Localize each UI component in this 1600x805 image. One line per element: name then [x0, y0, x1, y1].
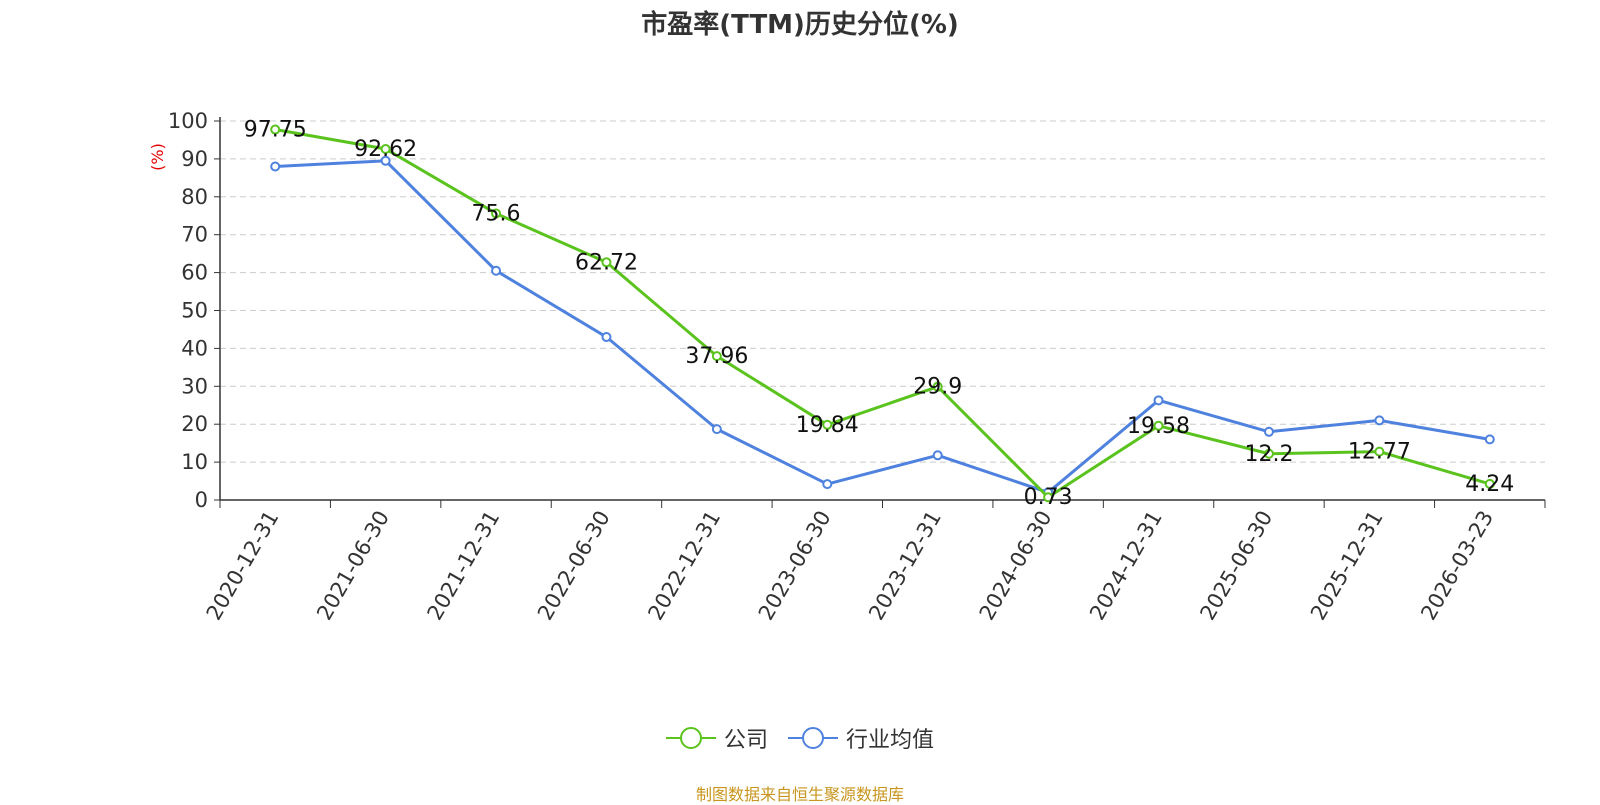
- y-tick-label: 10: [181, 450, 208, 474]
- x-tick-label: 2024-06-30: [975, 507, 1057, 625]
- data-labels: 97.75 92.62 75.6 62.72 37.96 19.84 29.9 0.73 19.…: [244, 118, 1515, 511]
- source-note: 制图数据来自恒生聚源数据库: [695, 785, 904, 804]
- y-tick-label: 30: [181, 374, 208, 398]
- axes: 0 10 20 30 40 50 60 70 80 90 100(%) 2020-12-31 2021-…: [148, 109, 1546, 625]
- data-point: [932, 381, 943, 392]
- legend-label-industry-average: 行业均值: [846, 728, 935, 753]
- data-point: [1153, 395, 1164, 406]
- y-axis-title: (%): [148, 143, 167, 171]
- y-tick-label: 50: [181, 299, 208, 323]
- legend: 公司 行业均值: [0, 722, 1600, 754]
- data-point: [270, 161, 281, 172]
- data-point: [1374, 415, 1385, 426]
- data-point: [1043, 492, 1054, 503]
- legend-item-industry-average[interactable]: 行业均值: [788, 722, 934, 754]
- data-label: 62.72: [575, 250, 638, 275]
- data-label: 29.9: [913, 375, 962, 400]
- data-point: [932, 450, 943, 461]
- data-point: [1484, 434, 1495, 445]
- data-point: [1153, 420, 1164, 431]
- series-lines: [270, 124, 1495, 503]
- data-point: [711, 424, 722, 435]
- data-point: [822, 419, 833, 430]
- data-label: 4.24: [1465, 472, 1514, 497]
- data-label: 37.96: [685, 344, 748, 369]
- data-label: 19.84: [796, 413, 859, 438]
- y-tick-label: 20: [181, 412, 208, 436]
- x-tick-label: 2025-12-31: [1306, 507, 1388, 625]
- data-point: [380, 143, 391, 154]
- x-tick-label: 2022-12-31: [643, 507, 725, 625]
- legend-marker-company: [665, 727, 716, 749]
- legend-marker-industry-average: [788, 727, 838, 749]
- x-tick-label: 2021-12-31: [423, 506, 505, 624]
- data-label: 75.6: [472, 201, 521, 226]
- y-tick-label: 60: [181, 261, 208, 285]
- data-point: [270, 124, 281, 135]
- data-point: [1263, 426, 1274, 437]
- series-line-industry-average: [275, 159, 1491, 494]
- data-label: 92.62: [354, 137, 417, 162]
- data-point: [491, 265, 502, 276]
- series-line-company: [274, 128, 1491, 499]
- y-tick-label: 90: [181, 147, 208, 171]
- data-point: [601, 332, 612, 343]
- data-label: 12.2: [1244, 442, 1293, 467]
- data-label: 19.58: [1127, 414, 1190, 439]
- y-tick-label: 70: [181, 223, 208, 247]
- data-point: [711, 351, 722, 362]
- x-tick-label: 2023-06-30: [754, 507, 836, 625]
- data-point: [822, 479, 833, 490]
- x-tick-label: 2021-06-30: [312, 507, 394, 625]
- x-tick-label: 2024-12-31: [1085, 507, 1167, 625]
- data-point: [601, 257, 612, 268]
- chart-title: 市盈率(TTM)历史分位(%): [641, 10, 959, 40]
- y-tick-label: 100: [168, 109, 208, 133]
- legend-item-company[interactable]: 公司: [665, 722, 768, 754]
- x-tick-label: 2026-03-23: [1416, 507, 1498, 625]
- data-label: 0.73: [1024, 485, 1073, 510]
- data-point: [1374, 446, 1385, 457]
- x-tick-label: 2023-12-31: [864, 506, 946, 624]
- legend-label-company: 公司: [723, 728, 768, 753]
- data-point: [380, 155, 391, 166]
- y-tick-label: 80: [181, 185, 208, 209]
- data-point: [1484, 478, 1495, 489]
- data-point: [491, 208, 502, 219]
- data-label: 97.75: [244, 118, 307, 143]
- x-tick-label: 2022-06-30: [533, 507, 615, 625]
- x-tick-label: 2025-06-30: [1195, 507, 1277, 625]
- grid-lines: [220, 120, 1545, 463]
- y-tick-label: 40: [181, 336, 208, 360]
- y-tick-label: 0: [195, 488, 208, 512]
- data-label: 12.77: [1348, 440, 1411, 465]
- x-tick-label: 2020-12-31: [202, 507, 284, 625]
- data-point: [1263, 448, 1274, 459]
